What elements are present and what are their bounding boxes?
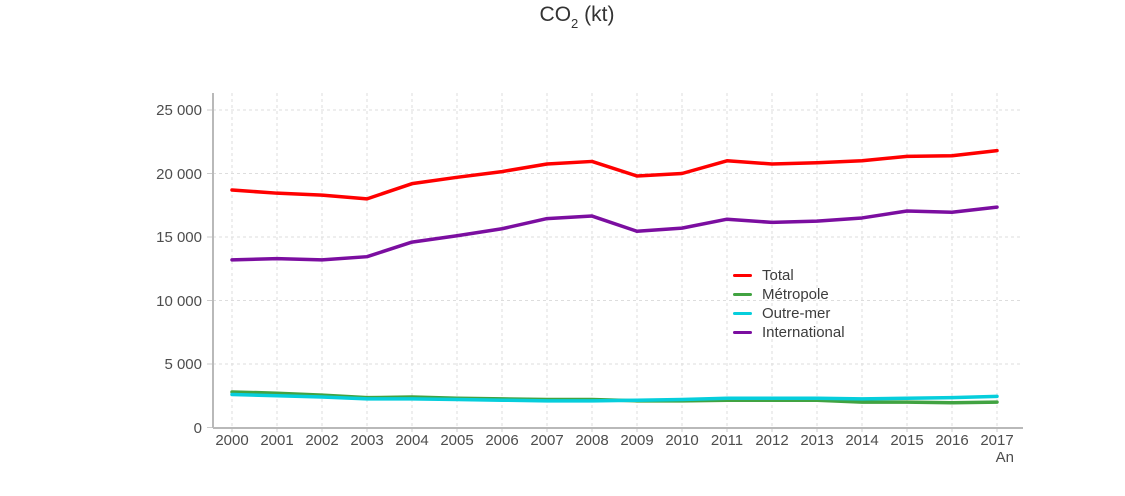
y-axis-label: 15 000 [156, 229, 202, 246]
y-axis-label: 0 [193, 419, 202, 437]
legend-label: Outre-mer [762, 305, 831, 322]
legend-label: Métropole [762, 286, 829, 303]
legend-label: Total [762, 267, 794, 284]
chart-title-subscript: 2 [571, 16, 579, 32]
legend-swatch [733, 312, 752, 315]
x-axis-label: 2004 [395, 432, 429, 449]
y-axis-label: 20 000 [156, 165, 202, 183]
y-axis-label: 5 000 [164, 356, 202, 373]
x-axis-label: 2011 [710, 432, 744, 449]
x-axis-label: 2001 [260, 432, 294, 449]
x-axis-label: 2016 [935, 432, 969, 449]
y-axis-label: 10 000 [156, 292, 202, 310]
x-axis-label: 2010 [665, 432, 699, 449]
x-axis-label: 2006 [485, 432, 519, 449]
legend-label: International [762, 324, 845, 341]
x-axis-label: 2005 [440, 432, 474, 449]
x-axis-label: 2014 [845, 432, 879, 449]
legend-item-international[interactable]: International [733, 323, 845, 342]
legend-swatch [733, 293, 752, 296]
series-line-total [230, 148, 999, 201]
x-axis-label: 2012 [755, 432, 789, 449]
x-axis-label: 2015 [890, 432, 924, 449]
chart-title: CO2 (kt) [0, 3, 1125, 32]
series-line-international [230, 205, 999, 262]
chart-title-suffix: (kt) [578, 3, 615, 26]
x-axis-title: An [995, 449, 1014, 466]
legend-item-outre-mer[interactable]: Outre-mer [733, 304, 845, 323]
x-axis-label: 2013 [800, 432, 834, 449]
chart-title-prefix: CO [539, 3, 572, 26]
x-axis-label: 2007 [530, 432, 564, 449]
x-axis-label: 2003 [350, 432, 384, 449]
series-line-outre-mer [230, 392, 999, 403]
x-axis-label: 2008 [575, 432, 609, 449]
x-axis-label: 2002 [305, 432, 339, 449]
x-axis-label: 2017 [980, 432, 1014, 449]
x-axis-label: 2000 [215, 432, 249, 449]
y-axis-label: 25 000 [156, 102, 202, 119]
legend: Total Métropole Outre-mer International [733, 266, 845, 342]
legend-item-total[interactable]: Total [733, 266, 845, 285]
legend-item-m-tropole[interactable]: Métropole [733, 285, 845, 304]
x-axis-label: 2009 [620, 432, 654, 449]
legend-swatch [733, 331, 752, 334]
legend-swatch [733, 274, 752, 277]
